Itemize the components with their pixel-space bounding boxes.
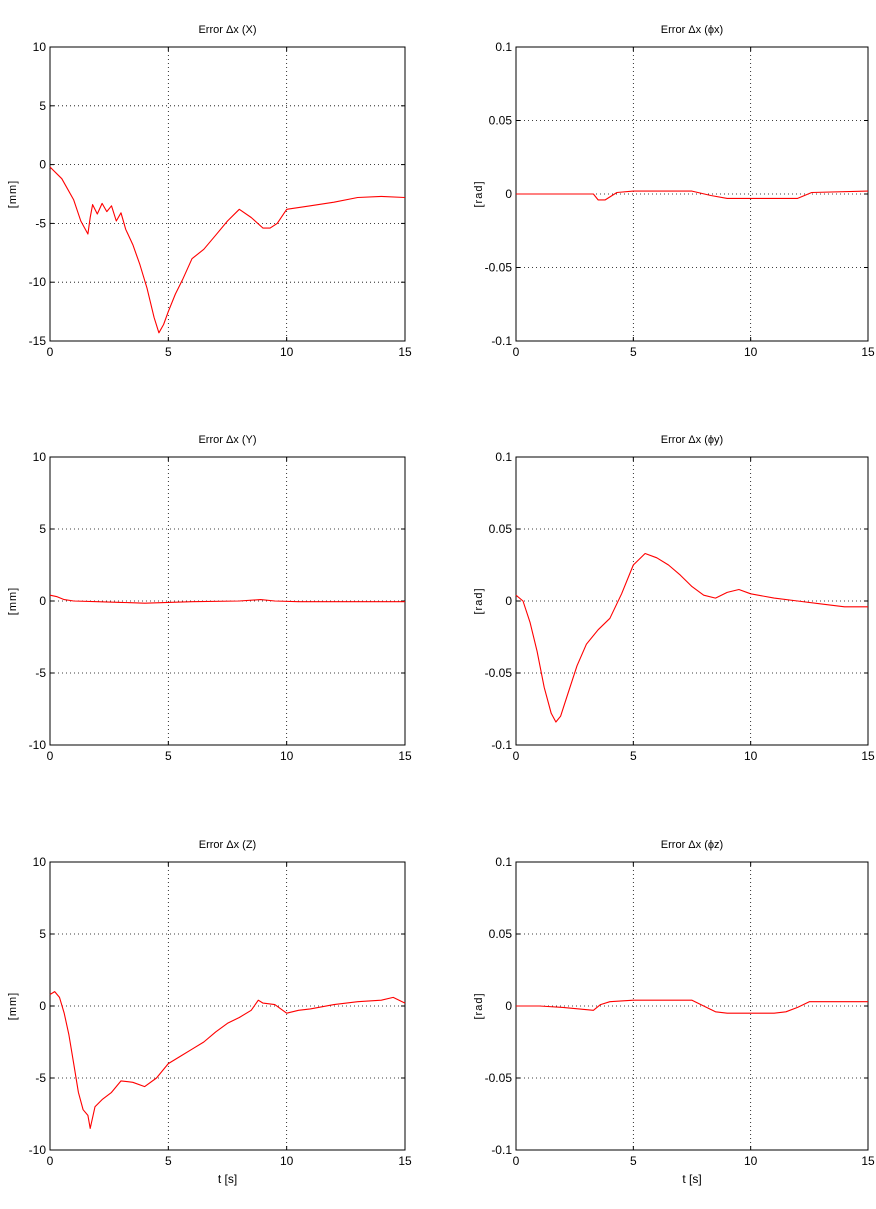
y-tick-label: 0 [39,594,46,608]
y-tick-label: 0.05 [489,114,513,128]
x-tick-label: 5 [165,345,172,359]
y-tick-label: -0.05 [485,1071,513,1085]
y-tick-label: 0.1 [495,855,512,869]
x-axis-label: t [s] [218,1172,237,1186]
series-line [516,999,868,1014]
x-axis-label: t [s] [682,1172,701,1186]
subplot-error-z: 0 5 10 15 10 5 0 -5 -10 Error Δx (Z) [mm] t [s] [7,839,412,1186]
subplot-error-y: 0 5 10 15 10 5 0 -5 -10 Error Δx (Y) [mm] [7,434,412,763]
x-tick-label: 15 [398,345,412,359]
x-tick-label: 0 [513,1154,520,1168]
y-tick-label: 0 [505,187,512,201]
y-tick-label: 0.05 [489,927,513,941]
x-tick-label: 0 [47,345,54,359]
y-axis-label: [mm] [7,587,19,615]
plot-title: Error Δx (ϕy) [661,434,723,446]
x-tick-label: 15 [861,345,875,359]
x-tick-label: 5 [630,1154,637,1168]
y-tick-label: 10 [33,855,47,869]
y-tick-label: -5 [35,1071,46,1085]
y-tick-label: -15 [29,334,47,348]
series-line [49,166,406,334]
x-tick-label: 5 [165,1154,172,1168]
x-tick-label: 10 [280,345,294,359]
y-tick-label: 5 [39,927,46,941]
y-tick-label: -0.1 [491,334,512,348]
x-tick-label: 15 [861,749,875,763]
x-tick-label: 15 [861,1154,875,1168]
subplot-error-phi-z: 0 5 10 15 0.1 0.05 0 -0.05 -0.1 Error Δx (ϕz) [rad… [473,839,875,1186]
x-tick-label: 10 [280,1154,294,1168]
y-tick-label: 10 [33,450,47,464]
x-tick-label: 0 [47,1154,54,1168]
x-tick-label: 15 [398,749,412,763]
y-tick-label: -0.05 [485,666,513,680]
x-tick-label: 0 [513,345,520,359]
y-tick-label: 0 [39,158,46,172]
y-tick-label: 10 [33,40,47,54]
y-axis-label: [rad] [473,180,485,207]
y-tick-label: -5 [35,666,46,680]
y-tick-label: -0.1 [491,1143,512,1157]
x-tick-label: 5 [630,345,637,359]
x-tick-label: 0 [47,749,54,763]
y-tick-label: -10 [29,738,47,752]
series-line [49,594,405,604]
plot-title: Error Δx (ϕx) [661,24,723,36]
plot-title: Error Δx (X) [198,24,256,36]
y-axis-label: [mm] [7,180,19,208]
x-tick-label: 0 [513,749,520,763]
y-tick-label: 5 [39,522,46,536]
plot-title: Error Δx (Y) [198,434,256,446]
plot-frame [49,861,406,1151]
x-tick-label: 5 [165,749,172,763]
y-tick-label: -0.1 [491,738,512,752]
y-tick-label: 0 [505,594,512,608]
x-tick-label: 5 [630,749,637,763]
y-tick-label: 5 [39,99,46,113]
plot-frame [49,46,406,342]
y-tick-label: 0 [505,999,512,1013]
series-line [516,190,869,201]
y-tick-label: -10 [29,275,47,289]
y-tick-label: -10 [29,1143,47,1157]
x-tick-label: 10 [280,749,294,763]
subplot-error-x: 0 5 10 15 10 5 0 -5 -10 -15 Error Δx (X) [mm] [7,24,412,359]
y-axis-label: [rad] [473,587,485,614]
x-tick-label: 10 [744,1154,758,1168]
y-tick-label: -0.05 [485,261,513,275]
y-tick-label: 0.1 [495,40,512,54]
y-tick-label: 0.05 [489,522,513,536]
subplot-error-phi-x: 0 5 10 15 0.1 0.05 0 -0.05 -0.1 Error Δx (ϕx) [rad… [473,24,875,359]
y-tick-label: -5 [35,216,46,230]
y-axis-label: [rad] [473,992,485,1019]
y-axis-label: [mm] [7,992,19,1020]
x-tick-label: 15 [398,1154,412,1168]
y-tick-label: 0 [39,999,46,1013]
plot-title: Error Δx (Z) [199,839,256,851]
plot-title: Error Δx (ϕz) [661,839,723,851]
y-tick-label: 0.1 [495,450,512,464]
series-line [515,552,868,723]
x-tick-label: 10 [744,749,758,763]
series-line [49,991,406,1129]
x-tick-label: 10 [744,345,758,359]
subplot-error-phi-y: 0 5 10 15 0.1 0.05 0 -0.05 -0.1 Error Δx (ϕy) [rad… [473,434,875,763]
